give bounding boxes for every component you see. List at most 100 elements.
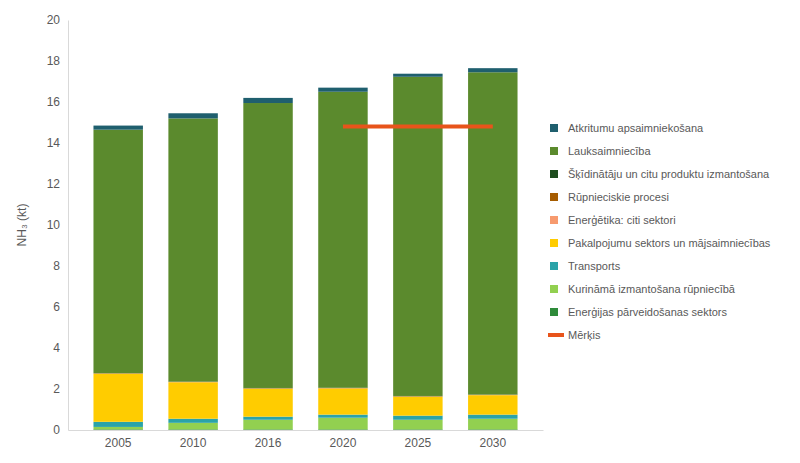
bar	[393, 74, 442, 77]
legend-swatch	[550, 308, 558, 316]
x-tick: 2030	[479, 430, 506, 450]
bar	[393, 416, 442, 420]
y-tick-label: 20	[47, 13, 61, 27]
bar	[168, 113, 217, 118]
x-tick-label: 2005	[105, 436, 132, 450]
x-tick-label: 2020	[330, 436, 357, 450]
legend-label: Mērķis	[568, 329, 601, 341]
bar-series	[93, 373, 517, 396]
bar	[243, 417, 292, 420]
x-tick: 2005	[105, 430, 132, 450]
x-tick-label: 2016	[255, 436, 282, 450]
legend-label: Šķīdinātāju un citu produktu izmantošana	[568, 168, 770, 180]
y-tick-label: 6	[53, 300, 60, 314]
legend-label: Kurināmā izmantošana rūpniecībā	[568, 283, 736, 295]
legend-item: Atkritumu apsaimniekošana	[550, 122, 704, 134]
y-tick: 18	[47, 54, 68, 68]
y-tick: 4	[53, 341, 68, 355]
bar-series	[93, 418, 517, 430]
x-axis-line	[69, 430, 544, 431]
bar	[93, 130, 142, 373]
bar	[243, 98, 292, 103]
y-tick: 0	[53, 423, 68, 437]
y-tick: 10	[47, 218, 68, 232]
y-tick-label: 10	[47, 218, 61, 232]
legend-item: Enerģētika: citi sektori	[550, 214, 676, 226]
bar	[318, 418, 367, 430]
bar-series	[93, 415, 517, 427]
legend-swatch	[550, 285, 558, 293]
bar	[318, 415, 367, 418]
y-tick-label: 8	[53, 259, 60, 273]
bar	[243, 420, 292, 430]
y-tick-label: 0	[53, 423, 60, 437]
legend-label: Lauksaimniecība	[568, 145, 651, 157]
legend-swatch	[550, 124, 558, 132]
legend-item: Kurināmā izmantošana rūpniecībā	[550, 283, 736, 295]
bar-series	[93, 373, 517, 396]
target-line	[343, 125, 493, 129]
legend-label: Pakalpojumu sektors un mājsaimniecības	[568, 237, 771, 249]
x-tick: 2025	[405, 430, 432, 450]
legend-swatch	[550, 193, 558, 201]
bar	[468, 415, 517, 419]
bar	[93, 422, 142, 427]
bar-series	[93, 72, 517, 396]
y-axis: 0 2 4 6 8 10 12 14 16 18 20	[47, 13, 69, 437]
legend-item: Lauksaimniecība	[550, 145, 651, 157]
bar-series	[93, 373, 517, 396]
bar	[243, 389, 292, 417]
legend-label: Atkritumu apsaimniekošana	[568, 122, 704, 134]
y-tick-label: 14	[47, 136, 61, 150]
legend-swatch	[550, 262, 558, 270]
legend-swatch	[550, 239, 558, 247]
legend-item: Pakalpojumu sektors un mājsaimniecības	[550, 237, 771, 249]
y-tick-label: 12	[47, 177, 61, 191]
bar	[93, 374, 142, 422]
x-tick-label: 2030	[479, 436, 506, 450]
bar	[468, 68, 517, 72]
legend-swatch	[548, 333, 564, 337]
bar	[243, 103, 292, 388]
x-tick-label: 2010	[180, 436, 207, 450]
legend-item: Enerģijas pārveidošanas sektors	[550, 306, 727, 318]
bar	[318, 88, 367, 92]
bar-series	[93, 374, 517, 422]
y-tick: 12	[47, 177, 68, 191]
y-tick-label: 4	[53, 341, 60, 355]
bar	[168, 382, 217, 418]
y-tick: 6	[53, 300, 68, 314]
x-axis: 2005 2010 2016 2020 2025 2030	[69, 430, 544, 450]
bar	[93, 427, 142, 429]
bar-series	[93, 68, 517, 130]
legend-label: Transports	[568, 260, 621, 272]
bar	[168, 118, 217, 381]
y-tick: 8	[53, 259, 68, 273]
y-tick: 2	[53, 382, 68, 396]
legend-item: Šķīdinātāju un citu produktu izmantošana	[550, 168, 770, 180]
y-tick-label: 18	[47, 54, 61, 68]
y-tick: 14	[47, 136, 68, 150]
y-axis-line	[68, 21, 69, 431]
bar	[393, 420, 442, 430]
bar	[243, 388, 292, 389]
bar	[318, 388, 367, 389]
bar	[468, 394, 517, 395]
bar	[93, 373, 142, 374]
bar	[318, 92, 367, 388]
legend-label: Enerģijas pārveidošanas sektors	[568, 306, 727, 318]
y-tick: 16	[47, 95, 68, 109]
bar	[93, 126, 142, 130]
x-tick: 2016	[255, 430, 282, 450]
legend: Atkritumu apsaimniekošana Lauksaimniecība…	[548, 122, 771, 341]
bar	[393, 396, 442, 397]
legend-item: Rūpnieciskie procesi	[550, 191, 669, 203]
legend-item: Mērķis	[548, 329, 601, 341]
x-tick: 2020	[330, 430, 357, 450]
plot-marks	[93, 68, 517, 430]
y-axis-title: NH₃ (kt)	[15, 204, 29, 247]
y-tick-label: 16	[47, 95, 61, 109]
y-tick: 20	[47, 13, 68, 27]
bar	[468, 395, 517, 414]
x-tick-label: 2025	[405, 436, 432, 450]
